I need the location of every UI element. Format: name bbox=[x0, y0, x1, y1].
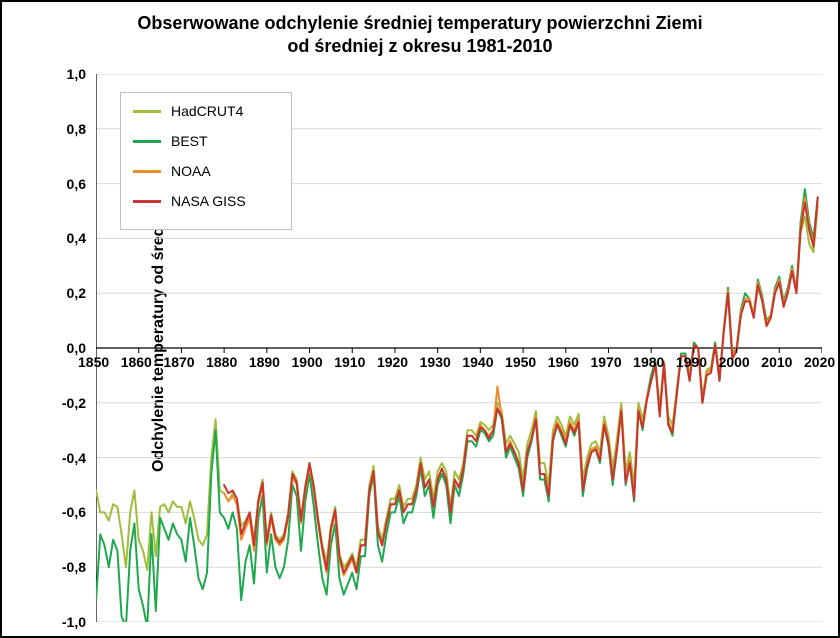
legend-swatch bbox=[133, 110, 161, 113]
x-tick-label: 2000 bbox=[719, 354, 750, 370]
y-tick-label: -0,8 bbox=[62, 559, 86, 575]
legend-swatch bbox=[133, 200, 161, 203]
series-hadcrut4 bbox=[96, 206, 818, 570]
y-tick-label: 1,0 bbox=[67, 66, 86, 82]
legend-swatch bbox=[133, 140, 161, 143]
legend-label: HadCRUT4 bbox=[171, 103, 243, 119]
legend-item: BEST bbox=[133, 133, 277, 149]
y-tick-label: -1,0 bbox=[62, 614, 86, 630]
x-tick-label: 1950 bbox=[505, 354, 536, 370]
x-tick-label: 1910 bbox=[334, 354, 365, 370]
y-tick-label: 0,4 bbox=[67, 230, 86, 246]
y-tick-label: 0,2 bbox=[67, 285, 86, 301]
legend-item: HadCRUT4 bbox=[133, 103, 277, 119]
legend: HadCRUT4 BEST NOAA NASA GISS bbox=[120, 92, 292, 230]
series-best bbox=[96, 189, 818, 622]
legend-label: NASA GISS bbox=[171, 193, 246, 209]
y-tick-label: 0,6 bbox=[67, 176, 86, 192]
x-tick-label: 1860 bbox=[121, 354, 152, 370]
legend-label: BEST bbox=[171, 133, 208, 149]
x-tick-label: 1970 bbox=[590, 354, 621, 370]
x-tick-label: 1960 bbox=[548, 354, 579, 370]
x-tick-label: 1850 bbox=[78, 354, 109, 370]
y-tick-label: -0,2 bbox=[62, 395, 86, 411]
x-tick-label: 1990 bbox=[676, 354, 707, 370]
y-tick-label: -0,6 bbox=[62, 504, 86, 520]
legend-item: NASA GISS bbox=[133, 193, 277, 209]
legend-swatch bbox=[133, 170, 161, 173]
legend-item: NOAA bbox=[133, 163, 277, 179]
legend-label: NOAA bbox=[171, 163, 211, 179]
x-tick-label: 1980 bbox=[633, 354, 664, 370]
chart-title: Obserwowane odchylenie średniej temperat… bbox=[2, 12, 838, 57]
x-tick-label: 1930 bbox=[420, 354, 451, 370]
chart-frame: Obserwowane odchylenie średniej temperat… bbox=[0, 0, 840, 638]
x-tick-label: 2010 bbox=[761, 354, 792, 370]
x-tick-label: 1920 bbox=[377, 354, 408, 370]
x-tick-label: 1880 bbox=[206, 354, 237, 370]
series-noaa bbox=[224, 197, 818, 575]
x-tick-label: 1900 bbox=[292, 354, 323, 370]
series-nasa-giss bbox=[224, 197, 818, 572]
x-tick-label: 1870 bbox=[163, 354, 194, 370]
y-tick-label: 0,8 bbox=[67, 121, 86, 137]
title-line2: od średniej z okresu 1981-2010 bbox=[287, 36, 552, 56]
title-line1: Obserwowane odchylenie średniej temperat… bbox=[137, 13, 702, 33]
x-tick-label: 2020 bbox=[804, 354, 835, 370]
x-tick-label: 1940 bbox=[462, 354, 493, 370]
x-tick-label: 1890 bbox=[249, 354, 280, 370]
y-tick-label: -0,4 bbox=[62, 450, 86, 466]
